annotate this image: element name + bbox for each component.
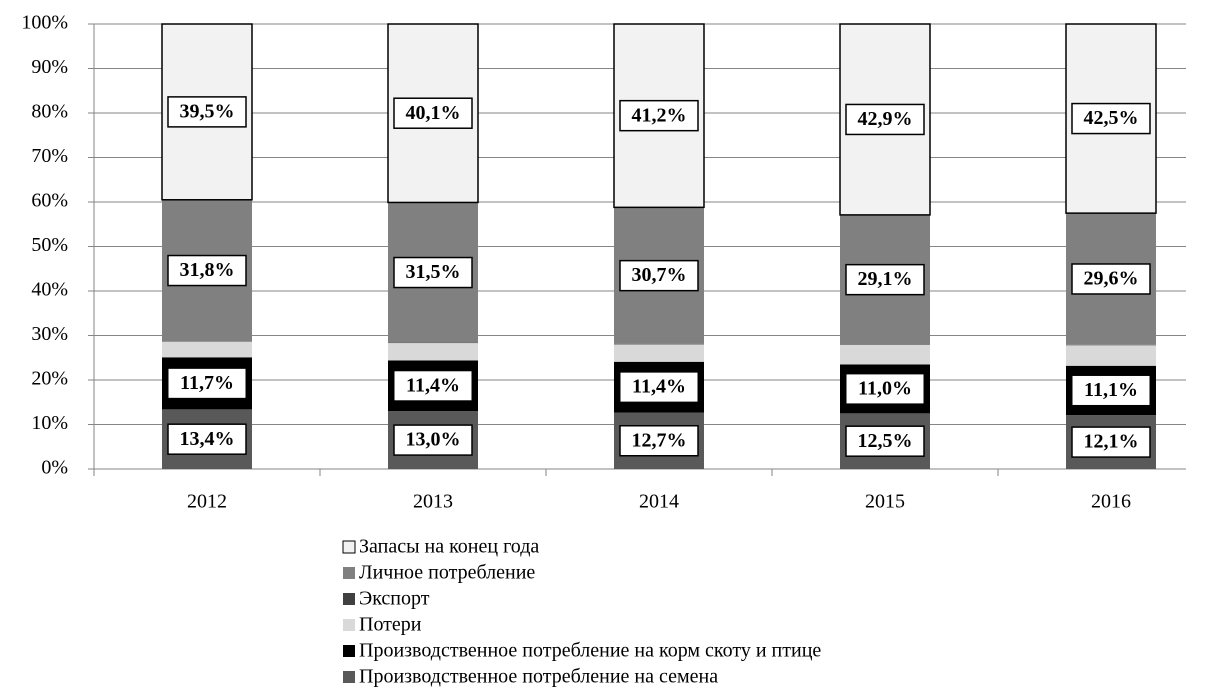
value-label: 40,1% — [406, 102, 461, 124]
y-tick-label: 90% — [31, 56, 68, 78]
value-label: 42,9% — [858, 108, 913, 130]
value-label-box — [1071, 102, 1151, 135]
value-label-box — [1071, 426, 1151, 458]
x-tick-label: 2013 — [413, 491, 453, 513]
value-label: 11,1% — [1084, 379, 1138, 401]
y-tick-label: 10% — [31, 412, 68, 434]
value-label: 12,7% — [632, 429, 687, 451]
y-tick-label: 60% — [31, 190, 68, 212]
value-label: 30,7% — [632, 264, 687, 286]
value-label-box — [619, 99, 699, 132]
value-label-box — [845, 425, 925, 457]
y-tick-label: 40% — [31, 279, 68, 301]
legend-swatch — [343, 619, 355, 631]
value-label-box — [393, 370, 473, 402]
value-label-box — [619, 259, 699, 292]
legend-label: Экспорт — [359, 588, 430, 610]
value-label-box — [393, 256, 473, 289]
y-tick-label: 80% — [31, 101, 68, 123]
y-tick-label: 70% — [31, 145, 68, 167]
value-label-box — [167, 423, 247, 455]
value-label-box — [619, 424, 699, 457]
value-label: 12,5% — [858, 430, 913, 452]
value-label-box — [167, 254, 247, 287]
legend-label: Потери — [359, 614, 422, 636]
y-tick-label: 20% — [31, 368, 68, 390]
value-label: 29,1% — [858, 268, 913, 290]
value-label-box — [167, 96, 247, 128]
y-tick-label: 50% — [31, 234, 68, 256]
value-label: 42,5% — [1084, 107, 1139, 129]
value-label: 11,7% — [180, 372, 234, 394]
value-label: 31,8% — [180, 259, 235, 281]
legend-label: Запасы на конец года — [359, 536, 539, 558]
legend-swatch — [343, 645, 355, 657]
legend-label: Личное потребление — [359, 562, 535, 584]
value-label-box — [1071, 374, 1151, 406]
bar-segment — [614, 344, 704, 362]
value-label-box — [393, 424, 473, 456]
x-tick-label: 2015 — [865, 491, 905, 513]
value-label: 29,6% — [1084, 268, 1139, 290]
legend-swatch — [342, 540, 356, 554]
value-label-box — [167, 367, 247, 399]
legend-swatch — [343, 567, 355, 579]
value-label: 11,4% — [406, 374, 460, 396]
value-label: 13,0% — [406, 429, 461, 451]
value-label-box — [393, 97, 473, 129]
legend-swatch — [343, 671, 355, 683]
value-label: 12,1% — [1084, 431, 1139, 453]
value-label-box — [619, 371, 699, 403]
value-label: 11,4% — [632, 376, 686, 398]
x-tick-label: 2016 — [1091, 491, 1131, 513]
bar-segment — [388, 343, 478, 361]
value-label-box — [1071, 263, 1151, 295]
bar-segment — [1066, 345, 1156, 366]
legend-swatch — [343, 593, 355, 605]
value-label: 13,4% — [180, 428, 235, 450]
y-tick-label: 30% — [31, 323, 68, 345]
legend-label: Производственное потребление на семена — [359, 666, 718, 688]
value-label-box — [845, 103, 925, 136]
x-tick-label: 2014 — [639, 491, 679, 513]
bar-segment — [840, 344, 930, 365]
legend-label: Производственное потребление на корм ско… — [359, 640, 821, 662]
y-tick-label: 100% — [21, 12, 68, 34]
value-label-box — [845, 263, 925, 296]
value-label: 41,2% — [632, 104, 687, 126]
value-label-box — [845, 373, 925, 405]
value-label: 39,5% — [180, 100, 235, 122]
y-tick-label: 0% — [41, 457, 68, 479]
value-label: 31,5% — [406, 261, 461, 283]
bar-segment — [162, 341, 252, 358]
x-tick-label: 2012 — [187, 491, 227, 513]
value-label: 11,0% — [858, 377, 912, 399]
